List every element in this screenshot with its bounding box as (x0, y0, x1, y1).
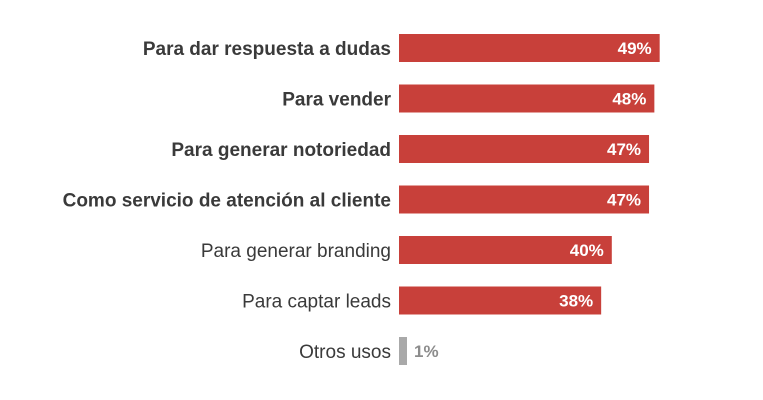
category-label: Otros usos (299, 342, 391, 363)
category-label: Para generar branding (201, 241, 391, 262)
bar (399, 84, 655, 113)
category-label: Para vender (282, 90, 391, 111)
category-label: Para dar respuesta a dudas (143, 39, 391, 60)
bar (399, 185, 650, 214)
value-label: 49% (618, 39, 652, 58)
value-labels: 49% 48% 47% 47% 40% 38% 1% (414, 39, 652, 361)
bar (399, 286, 602, 315)
value-label: 47% (607, 140, 641, 159)
bar (399, 135, 650, 163)
value-label: 47% (607, 191, 641, 210)
bar (399, 236, 612, 264)
value-label: 48% (612, 90, 646, 109)
category-labels: Para dar respuesta a dudas Para vender Par… (63, 39, 392, 363)
category-label: Para captar leads (242, 292, 391, 313)
value-label: 38% (559, 292, 593, 311)
category-label: Como servicio de atención al cliente (63, 191, 391, 212)
bar (399, 337, 407, 365)
value-label: 1% (414, 342, 439, 361)
bar (399, 34, 660, 62)
value-label: 40% (570, 241, 604, 260)
bars (399, 34, 660, 365)
category-label: Para generar notoriedad (171, 140, 391, 161)
